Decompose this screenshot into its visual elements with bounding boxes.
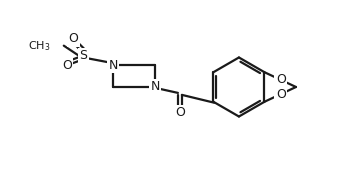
Text: O: O [175, 106, 185, 119]
Text: N: N [151, 80, 160, 93]
Text: N: N [108, 59, 118, 72]
Text: O: O [62, 59, 72, 72]
Text: CH$_3$: CH$_3$ [27, 39, 50, 53]
Text: O: O [276, 73, 286, 86]
Text: S: S [79, 49, 87, 62]
Text: O: O [276, 88, 286, 101]
Text: O: O [69, 32, 78, 45]
